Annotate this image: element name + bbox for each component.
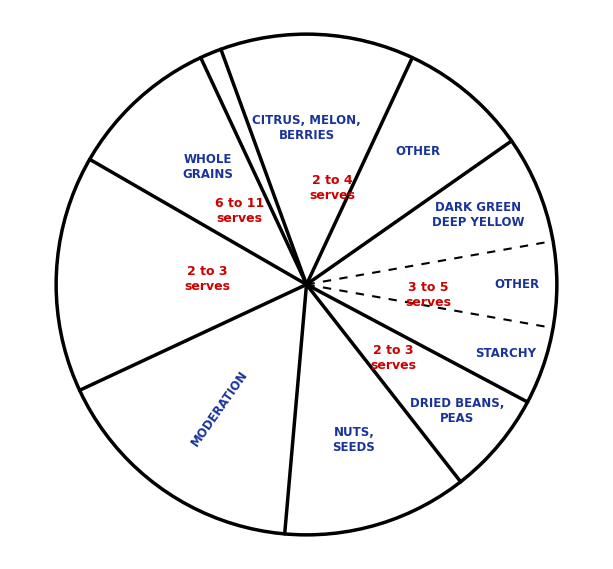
Text: 3 to 5
serves: 3 to 5 serves (405, 281, 451, 309)
Text: WHOLE
GRAINS: WHOLE GRAINS (182, 153, 233, 181)
Text: DRIED BEANS,
PEAS: DRIED BEANS, PEAS (409, 397, 504, 424)
Text: 2 to 3
serves: 2 to 3 serves (184, 265, 230, 293)
Text: OTHER: OTHER (495, 278, 539, 291)
Text: 2 to 4
serves: 2 to 4 serves (310, 174, 356, 203)
Text: 6 to 11
serves: 6 to 11 serves (215, 196, 264, 225)
Text: MODERATION: MODERATION (189, 368, 251, 448)
Text: 2 to 3
serves: 2 to 3 serves (371, 344, 417, 372)
Text: OTHER: OTHER (395, 145, 441, 158)
Text: STARCHY: STARCHY (475, 347, 536, 360)
Text: NUTS,
SEEDS: NUTS, SEEDS (332, 426, 375, 453)
Text: CITRUS, MELON,
BERRIES: CITRUS, MELON, BERRIES (252, 114, 361, 142)
Text: DARK GREEN
DEEP YELLOW: DARK GREEN DEEP YELLOW (432, 201, 524, 229)
